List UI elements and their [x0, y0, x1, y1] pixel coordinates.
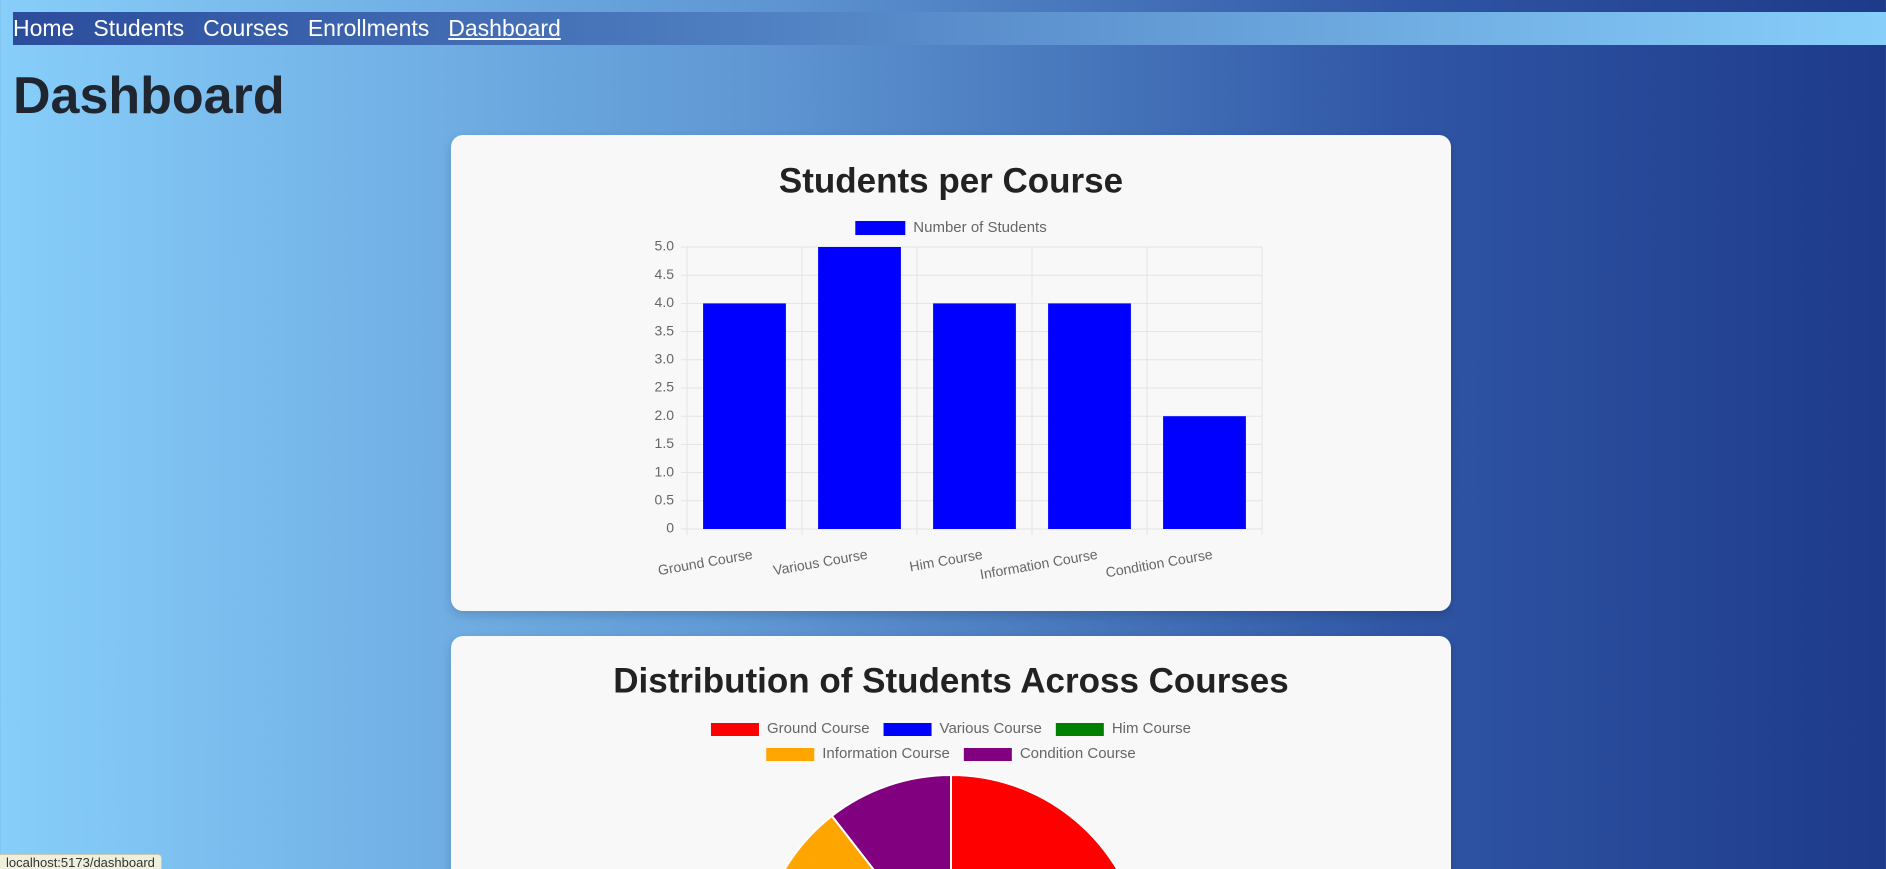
bar: [1048, 303, 1131, 529]
y-tick-label: 0.5: [655, 492, 675, 508]
x-tick-label: Ground Course: [657, 546, 754, 578]
bar: [933, 303, 1016, 529]
bar: [1163, 416, 1246, 529]
nav-bar: Home Students Courses Enrollments Dashbo…: [13, 12, 1886, 45]
bar: [703, 303, 786, 529]
y-tick-label: 4.0: [655, 294, 675, 310]
x-tick-label: Him Course: [908, 546, 984, 575]
chart-title: Distribution of Students Across Courses: [613, 661, 1288, 700]
legend-swatch: [883, 723, 932, 736]
legend-label: Him Course: [1112, 720, 1191, 737]
y-tick-label: 0: [666, 520, 674, 536]
pie-slice: [783, 814, 875, 869]
x-tick-label: Information Course: [979, 546, 1099, 582]
legend-swatch: [963, 748, 1012, 761]
legend-label: Number of Students: [913, 219, 1046, 236]
y-tick-label: 2.0: [655, 407, 675, 423]
legend-label: Condition Course: [1020, 745, 1136, 762]
pie-slice: [830, 773, 952, 869]
y-tick-label: 3.0: [655, 351, 675, 367]
legend-label: Information Course: [822, 745, 950, 762]
y-tick-label: 4.5: [655, 266, 675, 282]
nav-link[interactable]: Home: [13, 15, 75, 41]
legend-swatch: [1055, 723, 1104, 736]
y-tick-label: 1.5: [655, 435, 675, 451]
pie-slice: [950, 773, 1119, 869]
x-tick-label: Various Course: [772, 546, 869, 578]
status-bar: localhost:5173/dashboard: [0, 854, 162, 869]
pie-chart: Distribution of Students Across Courses G…: [613, 661, 1289, 869]
page-heading: Dashboard: [13, 67, 285, 125]
y-tick-label: 3.5: [655, 322, 675, 338]
legend-label: Ground Course: [767, 720, 870, 737]
x-tick-label: Condition Course: [1104, 546, 1214, 581]
chart-card: Distribution of Students Across Courses G…: [451, 636, 1451, 869]
y-tick-label: 5.0: [655, 238, 675, 254]
bar-chart: Students per Course Number of Students 0 0.…: [655, 161, 1263, 582]
legend-label: Various Course: [940, 720, 1042, 737]
legend-swatch: [710, 723, 759, 736]
nav-link[interactable]: Students: [93, 15, 185, 41]
chart-card: Students per Course Number of Students 0 0.…: [451, 135, 1451, 611]
y-tick-label: 2.5: [655, 379, 675, 395]
nav-link[interactable]: Dashboard: [448, 15, 561, 41]
chart-title: Students per Course: [779, 161, 1123, 200]
nav-link[interactable]: Courses: [203, 15, 289, 41]
legend-swatch: [855, 221, 906, 235]
bar: [818, 247, 901, 529]
nav-link[interactable]: Enrollments: [307, 15, 430, 41]
legend-swatch: [766, 748, 815, 761]
y-tick-label: 1.0: [655, 463, 675, 479]
